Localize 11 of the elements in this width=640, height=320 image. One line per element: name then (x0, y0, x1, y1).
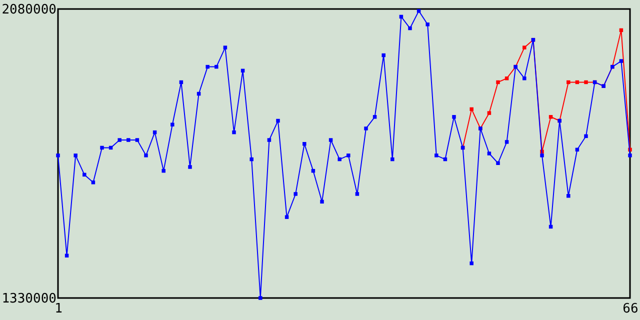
point (522, 46, 526, 50)
point (487, 111, 492, 115)
point (584, 80, 588, 84)
x-tick-label: 1 (54, 302, 62, 316)
point (496, 80, 500, 84)
x-tick-label: 66 (622, 302, 638, 316)
point (548, 115, 553, 119)
y-tick-label: 1330000 (2, 292, 56, 306)
y-tick-label: 2080000 (2, 2, 56, 18)
point (566, 80, 570, 84)
point (470, 107, 474, 112)
